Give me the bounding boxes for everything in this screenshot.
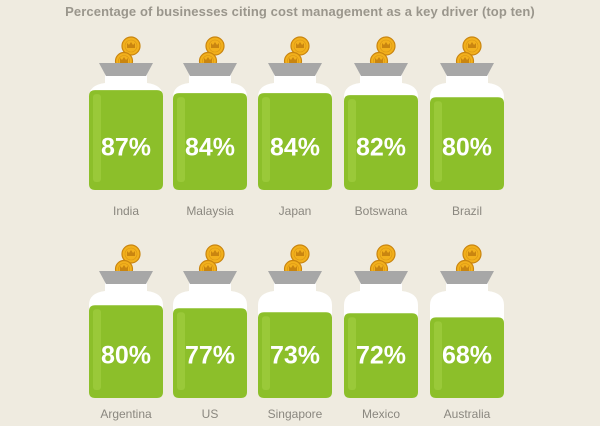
value-label: 77% [185,342,235,370]
crown-icon [382,250,390,256]
jar-lid [183,271,237,284]
jar-fill-india [89,90,163,190]
crown-icon [382,42,390,48]
jar-fill-mexico [344,313,418,398]
crown-icon [127,42,135,48]
jar-shine [348,317,356,390]
jar-shine [262,316,270,390]
jar-lid [268,63,322,76]
category-label: Malaysia [186,204,234,218]
coin-icon [376,244,396,264]
jar-fill-australia [430,317,504,398]
crown-icon [204,57,212,63]
crown-icon [120,265,128,271]
jar-argentina: 80% Argentina [89,244,163,421]
jar-malaysia: 84% Malaysia [173,36,247,218]
coin-icon [462,244,482,264]
jar-fill-brazil [430,97,504,190]
crown-icon [289,265,297,271]
jar-shine [434,321,442,390]
coin-icon [290,36,310,56]
crown-icon [461,57,469,63]
jar-fill-argentina [89,305,163,398]
crown-icon [296,250,304,256]
jar-lid [183,63,237,76]
value-label: 87% [101,134,151,162]
value-label: 73% [270,342,320,370]
jar-fill-japan [258,93,332,190]
coin-icon [121,244,141,264]
jar-shine [177,97,185,182]
coin-icon [376,36,396,56]
jar-shine [262,97,270,182]
value-label: 80% [101,342,151,370]
value-label: 84% [270,134,320,162]
crown-icon [120,57,128,63]
crown-icon [375,57,383,63]
jar-singapore: 73% Singapore [258,244,332,421]
jar-fill-botswana [344,95,418,190]
value-label: 80% [442,134,492,162]
category-label: Mexico [362,407,400,421]
jar-fill-malaysia [173,93,247,190]
jar-fill-singapore [258,312,332,398]
jar-lid [440,271,494,284]
jar-lid [440,63,494,76]
value-label: 82% [356,134,406,162]
jar-fill-us [173,308,247,398]
crown-icon [127,250,135,256]
category-label: Australia [444,407,491,421]
crown-icon [468,42,476,48]
coin-icon [121,36,141,56]
jar-shine [177,312,185,390]
jar-us: 77% US [173,244,247,421]
jar-mexico: 72% Mexico [344,244,418,421]
jar-australia: 68% Australia [430,244,504,421]
jar-botswana: 82% Botswana [344,36,418,218]
category-label: Botswana [355,204,408,218]
jar-shine [93,309,101,390]
category-label: Brazil [452,204,482,218]
crown-icon [211,42,219,48]
jar-lid [354,271,408,284]
category-label: US [202,407,219,421]
chart-title: Percentage of businesses citing cost man… [65,4,535,19]
jar-japan: 84% Japan [258,36,332,218]
coin-icon [462,36,482,56]
jar-lid [268,271,322,284]
coin-icon [290,244,310,264]
category-label: Japan [279,204,312,218]
jar-lid [99,63,153,76]
crown-icon [296,42,304,48]
value-label: 84% [185,134,235,162]
crown-icon [289,57,297,63]
category-label: Argentina [100,407,152,421]
value-label: 68% [442,342,492,370]
crown-icon [461,265,469,271]
crown-icon [468,250,476,256]
coin-icon [205,36,225,56]
jar-shine [434,101,442,182]
crown-icon [211,250,219,256]
crown-icon [375,265,383,271]
jar-shine [93,94,101,182]
jar-lid [354,63,408,76]
jar-shine [348,99,356,182]
coin-icon [205,244,225,264]
jar-brazil: 80% Brazil [430,36,504,218]
category-label: India [113,204,139,218]
jar-lid [99,271,153,284]
jar-india: 87% India [89,36,163,218]
crown-icon [204,265,212,271]
value-label: 72% [356,342,406,370]
category-label: Singapore [268,407,323,421]
